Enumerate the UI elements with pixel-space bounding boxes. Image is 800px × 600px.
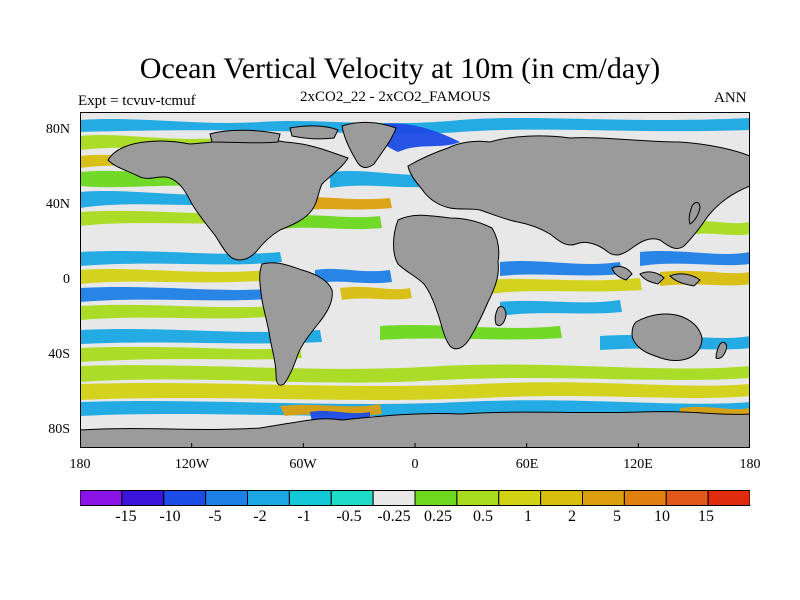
- colorbar-label: 5: [613, 508, 621, 525]
- colorbar-label: -0.25: [377, 508, 411, 525]
- lat-label-40n: 40N: [45, 197, 70, 212]
- lon-label-60e: 60E: [515, 457, 539, 472]
- colorbar-swatch: [163, 490, 207, 506]
- lat-label-80s: 80S: [48, 422, 70, 437]
- colorbar-label: 1: [524, 508, 532, 525]
- colorbar-swatch: [288, 490, 332, 506]
- colorbar-swatch: [205, 490, 249, 506]
- lon-label-120w: 120W: [174, 457, 210, 472]
- colorbar-label: 0.5: [473, 508, 493, 525]
- colorbar-swatch: [247, 490, 290, 506]
- colorbar-label: -2: [253, 508, 267, 525]
- lon-label-180e: 180: [739, 457, 761, 472]
- south-america: [259, 262, 333, 386]
- velocity-map: [75, 112, 750, 448]
- colorbar-swatch: [414, 490, 458, 506]
- lon-label-180w: 180: [69, 457, 91, 472]
- lat-label-80n: 80N: [45, 122, 70, 137]
- plot-title: Ocean Vertical Velocity at 10m (in cm/da…: [139, 52, 661, 85]
- colorbar-label: 10: [654, 508, 670, 525]
- colorbar-label: -5: [208, 508, 222, 525]
- indonesia: [611, 265, 701, 287]
- colorbar-swatch: [707, 490, 750, 506]
- colorbar-swatch: [456, 490, 500, 506]
- colorbar-label: 15: [698, 508, 714, 525]
- season-label: ANN: [714, 90, 747, 106]
- colorbar-label: -10: [159, 508, 181, 525]
- colorbar-swatch: [372, 490, 416, 506]
- map-panel: [75, 112, 750, 448]
- antarctica: [80, 411, 750, 448]
- colorbar: [80, 490, 750, 506]
- colorbar-label: -15: [115, 508, 137, 525]
- velocity-bands: [80, 118, 750, 422]
- arctic-islands: [209, 125, 339, 144]
- japan: [688, 201, 701, 225]
- colorbar-swatch: [80, 490, 123, 506]
- lon-label-120e: 120E: [623, 457, 653, 472]
- colorbar-swatch: [498, 490, 542, 506]
- madagascar: [494, 305, 507, 327]
- greenland: [341, 121, 397, 168]
- colorbar-swatch: [665, 490, 709, 506]
- colorbar-label: 0.25: [424, 508, 452, 525]
- lat-label-0: 0: [63, 272, 70, 287]
- lat-label-40s: 40S: [48, 347, 70, 362]
- new-zealand: [715, 341, 727, 359]
- australia: [631, 313, 703, 361]
- plot-subtitle: 2xCO2_22 - 2xCO2_FAMOUS: [300, 89, 491, 105]
- eurasia: [407, 135, 750, 256]
- colorbar-label: 2: [568, 508, 576, 525]
- colorbar-label: -0.5: [336, 508, 362, 525]
- colorbar-swatch: [330, 490, 374, 506]
- north-america: [107, 138, 349, 261]
- colorbar-swatch: [623, 490, 667, 506]
- lon-label-60w: 60W: [289, 457, 317, 472]
- land-masses: [80, 121, 750, 448]
- colorbar-swatch: [540, 490, 584, 506]
- colorbar-swatch: [582, 490, 625, 506]
- colorbar-swatch: [121, 490, 165, 506]
- colorbar-label: -1: [297, 508, 311, 525]
- africa: [393, 214, 500, 350]
- lon-label-0: 0: [411, 457, 419, 472]
- experiment-label: Expt = tcvuv-tcmuf: [78, 93, 196, 109]
